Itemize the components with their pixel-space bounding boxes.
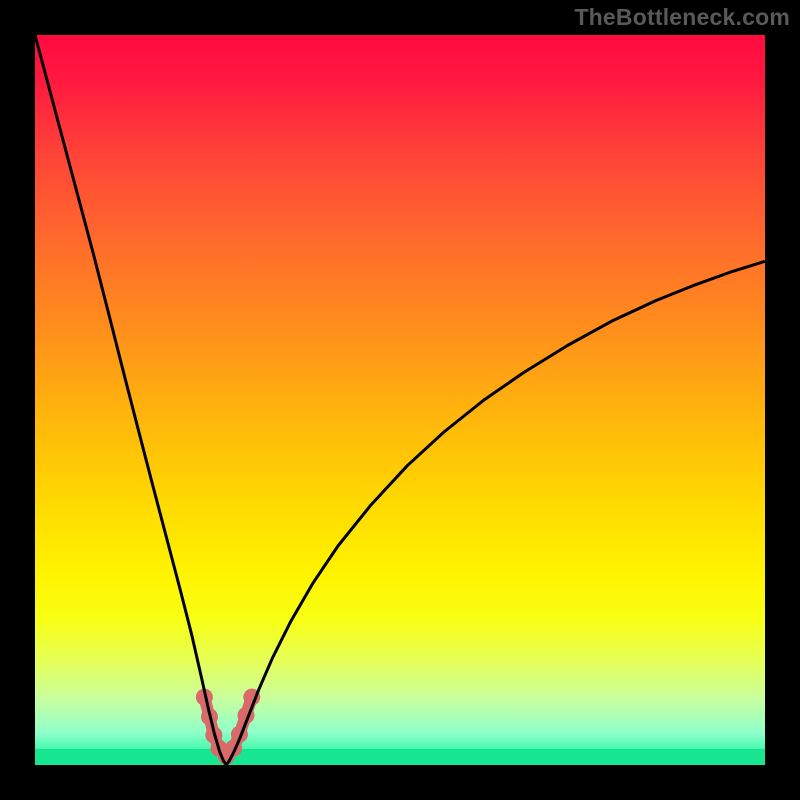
green-baseline-band: [35, 749, 765, 765]
plot-background: [35, 35, 765, 765]
bottleneck-chart: [0, 0, 800, 800]
chart-stage: TheBottleneck.com: [0, 0, 800, 800]
watermark-text: TheBottleneck.com: [574, 4, 790, 31]
